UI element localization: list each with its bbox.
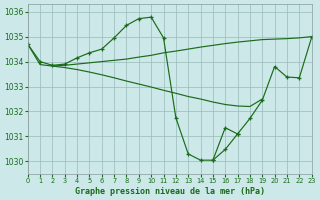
X-axis label: Graphe pression niveau de la mer (hPa): Graphe pression niveau de la mer (hPa): [75, 187, 265, 196]
